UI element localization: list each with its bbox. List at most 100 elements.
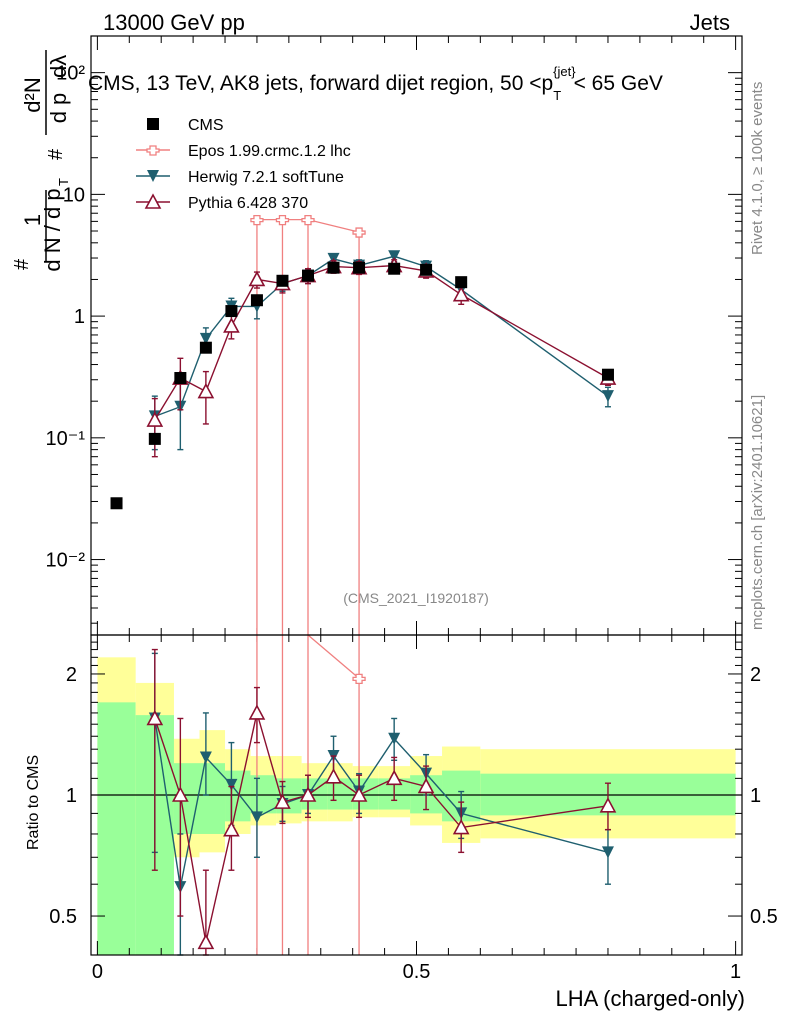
x-tick-label: 0.5 <box>403 961 431 983</box>
pythia-ratio-point <box>223 820 240 837</box>
pythia-ratio-point <box>599 797 617 813</box>
y-tick-label-main: 10² <box>56 63 85 85</box>
ratio-panel-frame <box>90 634 743 956</box>
cms-point <box>199 341 212 354</box>
ylabel-d2N: d²N <box>20 77 45 112</box>
band-green <box>225 770 251 822</box>
cms-point <box>276 274 289 287</box>
pythia-ratio-point <box>172 786 189 802</box>
y-tick-label-ratio: 1 <box>66 785 77 807</box>
pythia-point <box>197 382 215 399</box>
side-label-rivet: Rivet 4.1.0, ≥ 100k events <box>749 82 766 255</box>
ylabel-one: 1 <box>20 214 45 226</box>
herwig-ratio-point <box>199 751 212 764</box>
cms-point <box>327 261 340 274</box>
pythia-point <box>248 270 266 287</box>
epos-line <box>256 218 360 233</box>
cms-point <box>302 269 314 282</box>
herwig-ratio-point <box>250 811 263 824</box>
ylabel-dlambda: dλ <box>46 55 71 78</box>
y-tick-label-ratio-right: 0.5 <box>750 906 778 928</box>
ylabel-dpT: d p <box>46 93 71 124</box>
herwig-ratio-point <box>601 846 614 859</box>
legend-label: Herwig 7.2.1 softTune <box>188 169 344 186</box>
pythia-line <box>154 264 609 421</box>
pythia-point <box>146 411 164 427</box>
legend-label: CMS <box>188 117 224 134</box>
legend-marker <box>144 193 162 209</box>
y-tick-label-main: 10⁻² <box>46 550 86 572</box>
epos-point <box>275 214 290 226</box>
pythia-ratio-point <box>452 818 470 835</box>
herwig-point <box>199 332 212 345</box>
epos-point <box>352 227 366 238</box>
ylabel-hash2: # <box>45 148 67 160</box>
side-label-mcplots: mcplots.cern.ch [arXiv:2401.10621] <box>749 395 766 630</box>
epos-point <box>301 214 315 226</box>
y-axis-label-ratio: Ratio to CMS <box>25 755 42 850</box>
band-green <box>97 702 136 955</box>
ratio-panel-axes: 0 0.5 1 0.5 0.5 1 1 2 2 <box>49 634 778 983</box>
pythia-point <box>223 317 240 333</box>
legend-marker <box>147 118 159 130</box>
cms-point <box>110 497 123 510</box>
pythia-ratio-point <box>274 793 291 809</box>
pythia-ratio-point <box>299 786 317 802</box>
cms-point <box>353 261 366 274</box>
ratio-panel-series <box>146 634 617 956</box>
legend-label: Pythia 6.428 370 <box>188 195 308 212</box>
epos-ratio-point <box>352 673 366 685</box>
band-green <box>199 763 226 834</box>
pythia-point <box>452 285 470 302</box>
epos-ratio-line <box>307 634 360 679</box>
analysis-watermark: (CMS_2021_I1920187) <box>343 590 489 606</box>
herwig-point <box>388 250 401 263</box>
cms-point <box>455 276 468 289</box>
y-tick-label-main: 10⁻¹ <box>46 428 86 450</box>
cms-point <box>250 294 263 307</box>
legend: CMS Epos 1.99.crmc.1.2 lhc Herwig 7.2.1 so… <box>136 117 351 212</box>
y-tick-label-ratio-right: 1 <box>750 785 761 807</box>
y-tick-label-ratio: 0.5 <box>49 906 77 928</box>
legend-label: Epos 1.99.crmc.1.2 lhc <box>188 143 351 160</box>
y-tick-label-main: 1 <box>74 306 85 328</box>
cms-point <box>420 263 433 276</box>
main-panel-series <box>110 214 617 635</box>
ratio-uncertainty-bands <box>97 657 736 955</box>
herwig-ratio-point <box>225 778 238 791</box>
cms-point <box>174 372 187 385</box>
y-tick-label-ratio: 2 <box>66 664 77 686</box>
ylabel-hash1: # <box>11 258 33 270</box>
herwig-point <box>601 390 614 403</box>
x-tick-label: 0 <box>92 961 103 983</box>
cms-point <box>225 305 238 318</box>
y-axis-label-main: # 1 d N / d p T # d²N d p dλ <box>11 50 71 272</box>
pythia-ratio-point <box>325 768 342 784</box>
pythia-ratio-point <box>417 777 435 794</box>
epos-point <box>250 214 264 226</box>
pythia-ratio-point <box>146 709 164 726</box>
ylabel-dN-over: d N / d p <box>40 188 65 271</box>
pythia-ratio-point <box>248 704 266 720</box>
cms-point <box>148 432 161 445</box>
header-left: 13000 GeV pp <box>103 10 245 35</box>
legend-marker <box>146 145 160 156</box>
herwig-line <box>154 255 609 418</box>
pythia-ratio-point <box>350 786 368 802</box>
plot-title: CMS, 13 TeV, AK8 jets, forward dijet reg… <box>88 64 663 103</box>
herwig-ratio-point <box>388 732 401 745</box>
ylabel-sub-T: T <box>56 178 71 186</box>
band-green <box>250 775 277 814</box>
x-tick-label: 1 <box>730 961 741 983</box>
legend-marker <box>147 170 159 182</box>
x-axis-label: LHA (charged-only) <box>555 986 745 1011</box>
y-tick-label-main: 10 <box>63 184 85 206</box>
y-tick-label-ratio-right: 2 <box>750 664 761 686</box>
pythia-ratio-point <box>197 933 215 950</box>
main-panel-axes: 10⁻² 10⁻¹ 1 10 10² <box>46 35 742 635</box>
cms-point <box>388 262 401 275</box>
header-right: Jets <box>690 10 730 35</box>
cms-point <box>601 368 614 381</box>
pythia-ratio-point <box>385 769 403 786</box>
